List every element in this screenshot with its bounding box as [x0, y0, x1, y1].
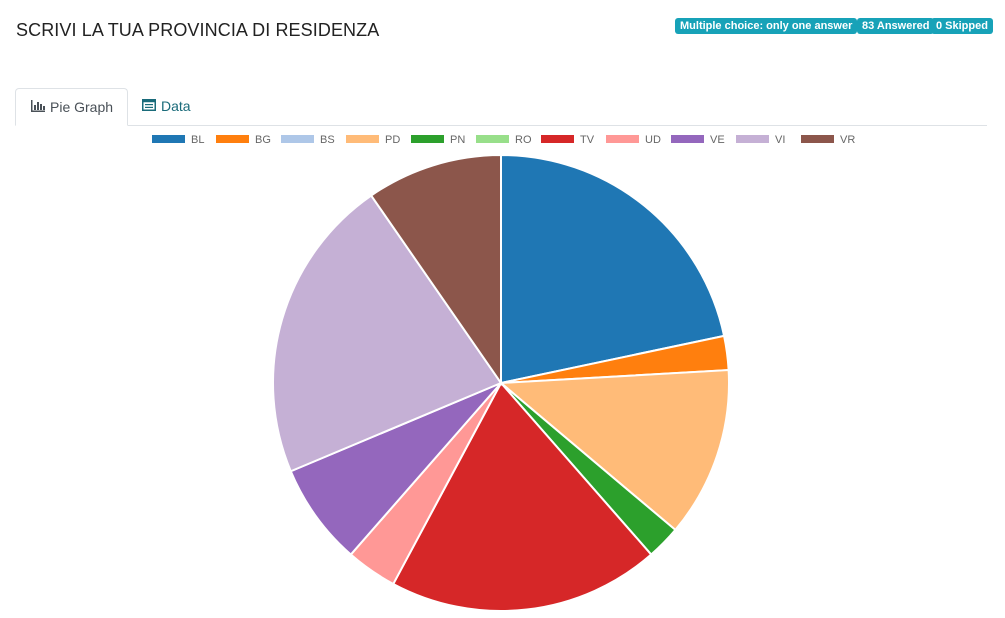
pie-slice-vr[interactable]: [369, 153, 502, 387]
legend-item-bs[interactable]: BS: [281, 134, 335, 146]
table-icon: [142, 88, 156, 124]
tab-data[interactable]: Data: [142, 88, 191, 124]
legend-label-bg: BG: [255, 134, 271, 146]
pie-slice-tv[interactable]: [391, 381, 653, 612]
tab-data-label: Data: [161, 98, 191, 114]
pie-slice-ve[interactable]: [289, 382, 502, 556]
legend-label-pd: PD: [385, 134, 400, 146]
pie-chart: BL BG BS PD PN RO TV UD VE VI VR: [0, 126, 1005, 618]
legend-item-tv[interactable]: TV: [541, 134, 595, 146]
legend-label-ve: VE: [710, 134, 725, 146]
pie-slice-pd[interactable]: [498, 369, 730, 532]
pie-slice-bl[interactable]: [500, 153, 726, 385]
legend-label-pn: PN: [450, 134, 465, 146]
legend-label-ro: RO: [515, 134, 532, 146]
legend-swatch-bg: [216, 135, 249, 143]
result-tabs: Pie Graph Data: [15, 88, 987, 126]
legend-swatch-pd: [346, 135, 379, 143]
legend-swatch-ro: [476, 135, 509, 143]
legend-item-vr[interactable]: VR: [801, 134, 855, 146]
question-title: SCRIVI LA TUA PROVINCIA DI RESIDENZA: [16, 20, 380, 40]
legend-swatch-ve: [671, 135, 704, 143]
legend-swatch-vi: [736, 135, 769, 143]
question-header: SCRIVI LA TUA PROVINCIA DI RESIDENZA Mul…: [0, 0, 1005, 60]
legend-label-vi: VI: [775, 134, 785, 146]
question-type-badge: Multiple choice: only one answer: [675, 18, 858, 34]
legend-swatch-bs: [281, 135, 314, 143]
legend-label-bs: BS: [320, 134, 335, 146]
legend-item-ro[interactable]: RO: [476, 134, 532, 146]
legend-swatch-tv: [541, 135, 574, 143]
legend-swatch-ud: [606, 135, 639, 143]
legend-item-ve[interactable]: VE: [671, 134, 725, 146]
pie-slice-vi[interactable]: [272, 194, 503, 473]
legend-swatch-vr: [801, 135, 834, 143]
answered-count-badge: 83 Answered: [857, 18, 935, 34]
legend-item-bl[interactable]: BL: [152, 134, 204, 146]
legend-label-bl: BL: [191, 134, 204, 146]
legend-swatch-pn: [411, 135, 444, 143]
legend-swatch-bl: [152, 135, 185, 143]
legend-item-pd[interactable]: PD: [346, 134, 400, 146]
legend-item-bg[interactable]: BG: [216, 134, 271, 146]
tab-pie-graph[interactable]: Pie Graph: [15, 88, 128, 126]
legend-item-ud[interactable]: UD: [606, 134, 661, 146]
legend-label-tv: TV: [580, 134, 595, 146]
legend-label-vr: VR: [840, 134, 855, 146]
legend-label-ud: UD: [645, 134, 661, 146]
bar-chart-icon: [31, 89, 45, 125]
skipped-count-badge: 0 Skipped: [931, 18, 993, 34]
legend-item-pn[interactable]: PN: [411, 134, 465, 146]
legend-item-vi[interactable]: VI: [736, 134, 785, 146]
pie-chart-svg: BL BG BS PD PN RO TV UD VE VI VR: [152, 134, 855, 612]
tab-pie-graph-label: Pie Graph: [50, 99, 114, 115]
